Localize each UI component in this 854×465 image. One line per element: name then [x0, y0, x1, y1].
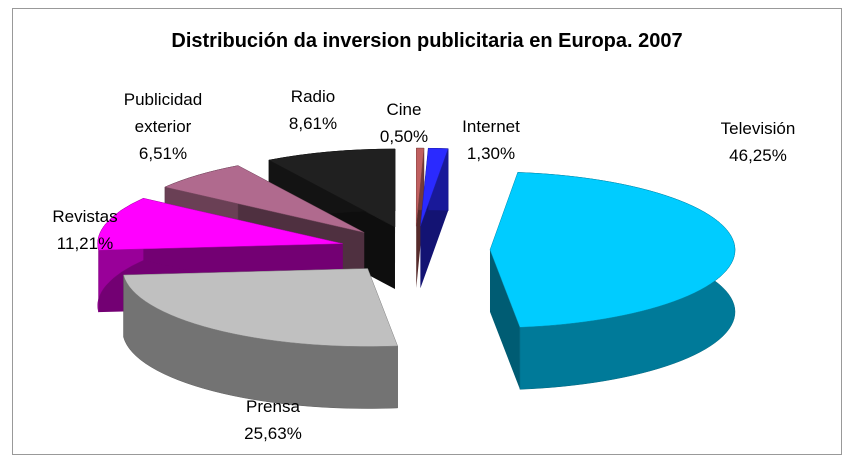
value-label: 46,25%	[729, 146, 787, 165]
slice	[420, 147, 449, 227]
value-label: 8,61%	[288, 114, 338, 133]
slice	[268, 148, 396, 228]
category-label: Prensa	[246, 397, 300, 416]
value-label: 1,30%	[466, 144, 516, 163]
value-label: 25,63%	[244, 424, 302, 443]
data-label: Cine 0,50%	[380, 96, 428, 150]
category-label: Radio	[290, 87, 336, 106]
data-label: Radio 8,61%	[289, 83, 337, 137]
value-label: 11,21%	[56, 234, 114, 253]
slice	[415, 147, 425, 227]
chart-title: Distribución da inversion publicitaria e…	[171, 30, 683, 52]
category-label: Internet	[462, 117, 520, 136]
value-label: 0,50%	[379, 127, 429, 146]
slice	[97, 197, 343, 251]
data-label: Televisión 46,25%	[721, 115, 796, 169]
value-label: 6,51%	[138, 144, 188, 163]
slice	[123, 268, 398, 347]
data-label: Prensa 25,63%	[244, 393, 302, 447]
category-label: Revistas	[52, 207, 118, 226]
slice	[489, 172, 736, 328]
data-label: Internet 1,30%	[462, 113, 520, 167]
data-label: Revistas 11,21%	[52, 203, 117, 257]
category-label: Cine	[386, 100, 422, 119]
slice-wall	[489, 249, 520, 390]
category-label: Televisión	[720, 119, 796, 138]
category-label: Publicidad exterior	[123, 90, 203, 136]
slice	[164, 165, 365, 233]
data-label: Publicidad exterior 6,51%	[108, 86, 218, 167]
